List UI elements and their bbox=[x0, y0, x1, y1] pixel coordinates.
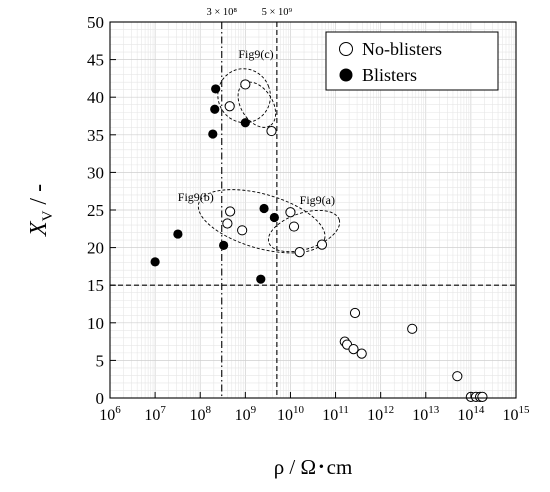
blisters-point bbox=[269, 212, 279, 223]
legend-blisters-marker bbox=[339, 68, 353, 82]
annotation-label: Fig9(b) bbox=[178, 190, 214, 204]
legend-box bbox=[325, 31, 499, 91]
group-ellipse bbox=[237, 81, 277, 128]
blisters-point bbox=[259, 203, 269, 214]
x-tick-label: 106 bbox=[99, 404, 121, 424]
x-tick-label: 1011 bbox=[322, 404, 349, 424]
x-tick-label: 1010 bbox=[277, 404, 305, 424]
reference-line-label: 3 × 10⁸ bbox=[206, 7, 237, 18]
y-tick-label: 45 bbox=[87, 51, 104, 70]
legend-no-blisters-marker bbox=[339, 42, 353, 56]
no-blisters-point bbox=[348, 344, 359, 355]
x-tick-label: 1013 bbox=[412, 404, 440, 424]
legend-label: Blisters bbox=[362, 65, 417, 85]
no-blisters-point bbox=[225, 206, 236, 217]
y-tick-label: 50 bbox=[87, 13, 104, 32]
no-blisters-point bbox=[222, 218, 233, 229]
no-blisters-point bbox=[316, 239, 328, 250]
no-blisters-point bbox=[237, 225, 248, 236]
no-blisters-point bbox=[224, 101, 235, 112]
annotation-label: Fig9(a) bbox=[300, 193, 335, 207]
y-tick-label: 10 bbox=[87, 314, 104, 333]
y-tick-label: 5 bbox=[96, 351, 105, 370]
no-blisters-point bbox=[356, 348, 367, 359]
no-blisters-point bbox=[407, 323, 418, 334]
group-ellipse bbox=[197, 189, 326, 254]
no-blisters-point bbox=[288, 221, 300, 232]
y-axis-label: XV / - bbox=[26, 184, 56, 237]
x-tick-label: 107 bbox=[144, 404, 166, 424]
x-tick-label: 108 bbox=[189, 404, 211, 424]
legend-label: No-blisters bbox=[362, 39, 442, 59]
x-tick-label: 1014 bbox=[457, 404, 485, 424]
x-tick-label: 1015 bbox=[503, 404, 531, 424]
y-tick-label: 0 bbox=[96, 389, 105, 408]
no-blisters-point bbox=[285, 207, 296, 218]
group-ellipse bbox=[217, 68, 271, 124]
y-tick-label: 15 bbox=[87, 276, 104, 295]
no-blisters-point bbox=[477, 391, 488, 402]
axes bbox=[109, 21, 517, 399]
y-tick-label: 25 bbox=[87, 201, 104, 220]
annotation-label: Fig9(c) bbox=[238, 47, 273, 61]
blisters-point bbox=[219, 240, 229, 250]
group-ellipses bbox=[197, 68, 341, 254]
blisters-point bbox=[210, 104, 220, 114]
reference-line-label: 5 × 10⁹ bbox=[262, 7, 293, 18]
blisters-point bbox=[150, 257, 160, 267]
no-blisters-point bbox=[240, 79, 251, 90]
y-tick-label: 35 bbox=[87, 126, 104, 145]
legend: No-blisters Blisters bbox=[325, 31, 499, 91]
x-tick-label: 1012 bbox=[367, 404, 394, 424]
no-blisters-point bbox=[294, 247, 305, 258]
y-tick-label: 20 bbox=[87, 239, 104, 258]
blisters-point bbox=[211, 84, 221, 94]
no-blisters-point bbox=[349, 307, 361, 319]
x-tick-label: 109 bbox=[235, 404, 257, 424]
blisters-point bbox=[208, 129, 218, 139]
no-blisters-point bbox=[452, 371, 463, 382]
x-axis-label: ρ / Ω･cm bbox=[274, 455, 353, 479]
grid bbox=[110, 22, 516, 398]
reference-lines bbox=[110, 22, 516, 398]
group-ellipse bbox=[267, 209, 341, 253]
y-tick-label: 30 bbox=[87, 163, 104, 182]
blisters-point bbox=[256, 274, 266, 284]
y-tick-label: 40 bbox=[87, 88, 104, 107]
no-blisters-point bbox=[266, 125, 277, 137]
blisters-point bbox=[240, 118, 250, 128]
blisters-point bbox=[173, 229, 183, 239]
data-points bbox=[150, 79, 488, 402]
